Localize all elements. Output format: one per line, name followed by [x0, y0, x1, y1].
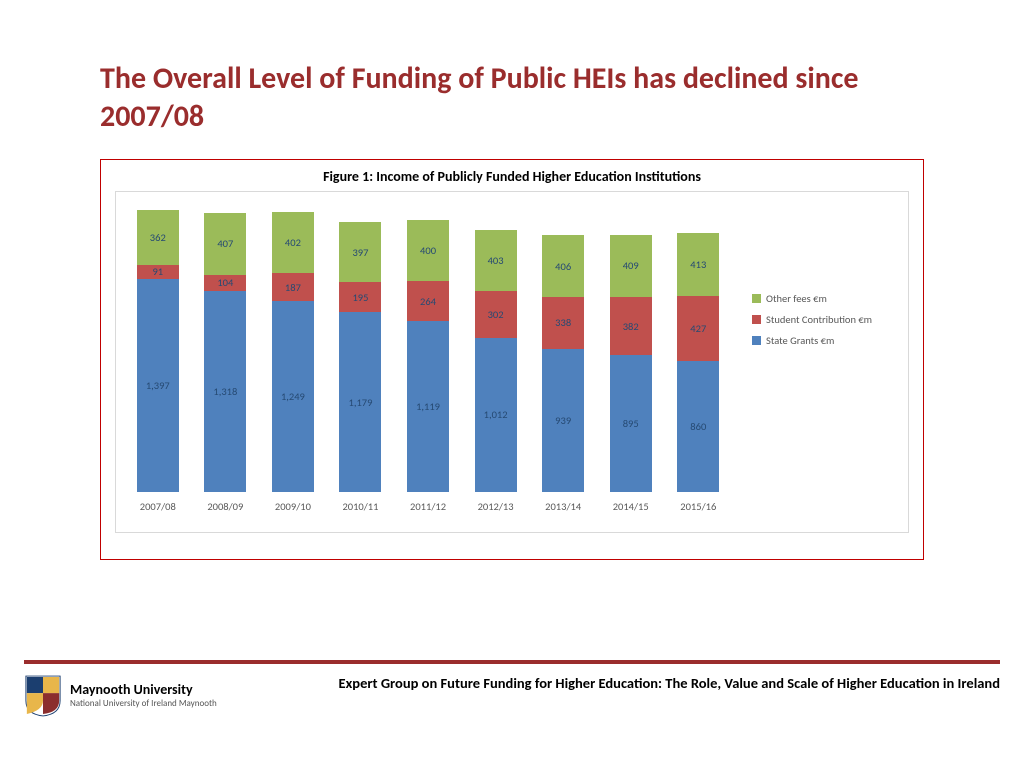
stacked-bar: 895382409: [610, 235, 652, 492]
bars-group: 1,39791362 1,318104407 1,249187402 1,179195…: [116, 202, 740, 492]
x-axis-label: 2015/16: [665, 492, 733, 513]
bar-segment: 1,179: [339, 312, 381, 492]
x-axis-label: 2008/09: [192, 492, 260, 513]
stacked-bar: 1,318104407: [204, 213, 246, 492]
bar-segment: 407: [204, 213, 246, 275]
slide-title: The Overall Level of Funding of Public H…: [100, 60, 924, 135]
legend-swatch: [752, 336, 761, 345]
stacked-bar: 1,179195397: [339, 222, 381, 492]
bar-column: 1,179195397: [327, 202, 395, 492]
x-axis-label: 2011/12: [394, 492, 462, 513]
x-axis-label: 2009/10: [259, 492, 327, 513]
legend-label: State Grants €m: [766, 334, 834, 347]
legend-label: Other fees €m: [766, 292, 827, 305]
footer-text: Expert Group on Future Funding for Highe…: [217, 674, 1000, 693]
legend-swatch: [752, 315, 761, 324]
bar-segment: 187: [272, 273, 314, 302]
stacked-bar: 1,39791362: [137, 210, 179, 492]
x-axis-labels: 2007/082008/092009/102010/112011/122012/…: [116, 492, 740, 513]
bar-column: 1,249187402: [259, 202, 327, 492]
x-axis-label: 2012/13: [462, 492, 530, 513]
stacked-bar: 939338406: [542, 235, 584, 492]
stacked-bar: 1,119264400: [407, 220, 449, 492]
bar-column: 1,012302403: [462, 202, 530, 492]
bar-segment: 403: [475, 230, 517, 292]
logo-subtitle: National University of Ireland Maynooth: [70, 699, 217, 710]
logo-name: Maynooth University: [70, 682, 217, 699]
bar-segment: 104: [204, 275, 246, 291]
chart-container: Figure 1: Income of Publicly Funded High…: [100, 159, 924, 560]
legend-swatch: [752, 294, 761, 303]
bar-segment: 1,397: [137, 279, 179, 492]
stacked-bar: 860427413: [677, 233, 719, 492]
bar-segment: 382: [610, 297, 652, 355]
bar-segment: 91: [137, 265, 179, 279]
bar-column: 1,318104407: [192, 202, 260, 492]
bar-segment: 1,012: [475, 338, 517, 492]
x-axis-label: 2007/08: [124, 492, 192, 513]
bar-segment: 939: [542, 349, 584, 492]
stacked-bar: 1,012302403: [475, 230, 517, 492]
legend: Other fees €m Student Contribution €m Stat…: [740, 202, 908, 532]
bar-segment: 895: [610, 355, 652, 492]
bar-segment: 362: [137, 210, 179, 265]
shield-icon: [24, 674, 62, 718]
footer: Maynooth University National University …: [24, 674, 1000, 718]
bar-column: 860427413: [665, 202, 733, 492]
bar-segment: 264: [407, 281, 449, 321]
x-axis-label: 2014/15: [597, 492, 665, 513]
bar-segment: 195: [339, 282, 381, 312]
bar-column: 1,119264400: [394, 202, 462, 492]
x-axis-label: 2010/11: [327, 492, 395, 513]
university-logo: Maynooth University National University …: [24, 674, 217, 718]
plot-area: 1,39791362 1,318104407 1,249187402 1,179195…: [115, 191, 909, 533]
bar-segment: 400: [407, 220, 449, 281]
bar-segment: 860: [677, 361, 719, 492]
bar-segment: 402: [272, 212, 314, 273]
bar-column: 1,39791362: [124, 202, 192, 492]
legend-item: Student Contribution €m: [752, 313, 900, 326]
chart-title: Figure 1: Income of Publicly Funded High…: [115, 168, 909, 185]
bar-segment: 406: [542, 235, 584, 297]
bar-segment: 338: [542, 297, 584, 349]
bar-column: 939338406: [529, 202, 597, 492]
bar-segment: 1,119: [407, 321, 449, 492]
footer-rule: [24, 660, 1000, 664]
bar-segment: 427: [677, 296, 719, 361]
bar-segment: 302: [475, 291, 517, 337]
bar-segment: 1,249: [272, 301, 314, 492]
bar-segment: 397: [339, 222, 381, 283]
bar-segment: 1,318: [204, 291, 246, 492]
bar-column: 895382409: [597, 202, 665, 492]
legend-label: Student Contribution €m: [766, 313, 872, 326]
legend-item: Other fees €m: [752, 292, 900, 305]
x-axis-label: 2013/14: [529, 492, 597, 513]
stacked-bar: 1,249187402: [272, 212, 314, 493]
legend-item: State Grants €m: [752, 334, 900, 347]
bar-segment: 409: [610, 235, 652, 297]
bar-segment: 413: [677, 233, 719, 296]
